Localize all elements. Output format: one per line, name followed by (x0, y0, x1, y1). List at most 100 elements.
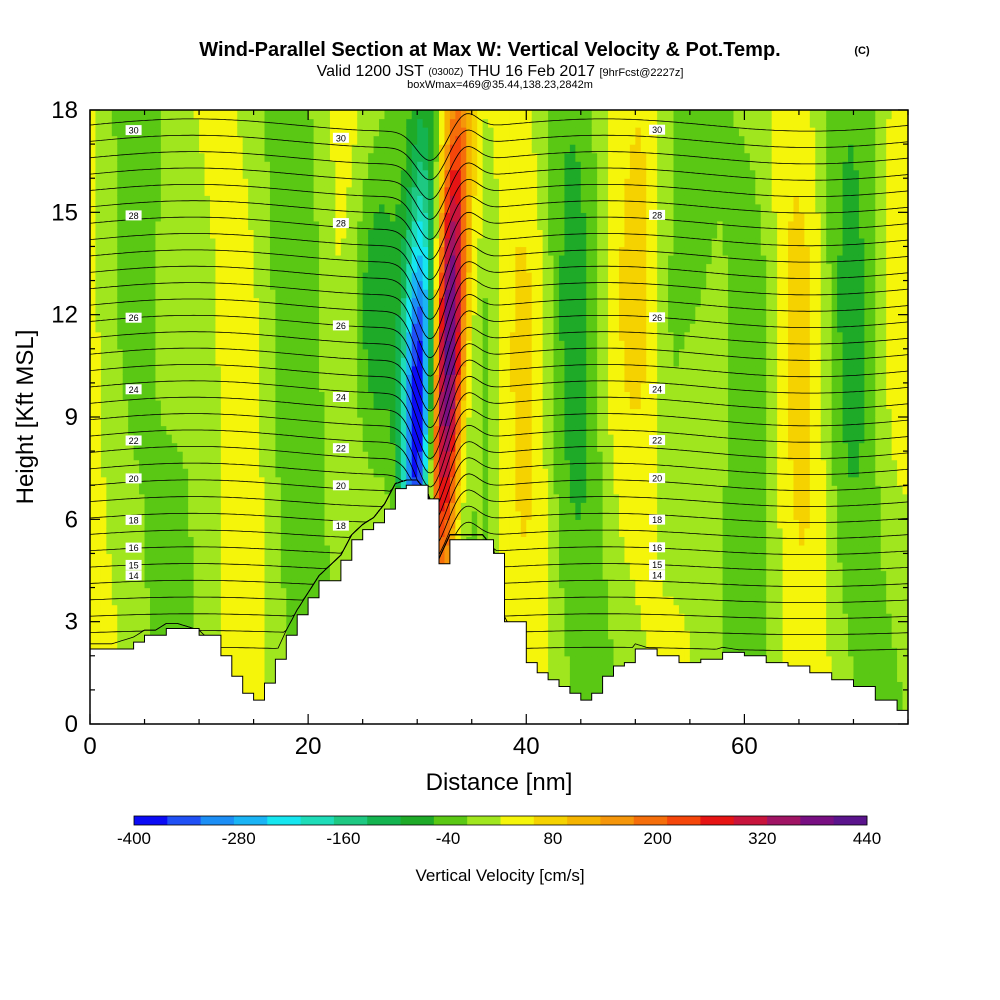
field-cell (433, 203, 440, 213)
field-cell (106, 570, 113, 580)
field-cell (329, 365, 336, 375)
field-cell (209, 220, 217, 230)
field-cell (220, 527, 227, 537)
field-cell (144, 604, 151, 614)
field-cell (400, 254, 407, 265)
field-cell (122, 306, 129, 316)
field-cell (166, 399, 173, 410)
field-cell (308, 169, 315, 179)
field-cell (406, 220, 413, 230)
field-cell (231, 127, 238, 137)
field-cell (373, 485, 380, 495)
field-cell (188, 485, 195, 495)
field-cell (128, 220, 135, 230)
field-cell (242, 110, 249, 120)
field-cell (155, 382, 162, 393)
field-cell (346, 391, 353, 401)
field-cell (291, 459, 298, 469)
field-cell (231, 374, 238, 384)
field-cell (346, 357, 353, 367)
field-cell (90, 348, 97, 358)
field-cell (422, 399, 429, 410)
field-cell (182, 203, 189, 213)
field-cell (177, 357, 184, 367)
field-cell (144, 161, 151, 171)
field-cell (90, 399, 97, 410)
field-cell (422, 178, 429, 188)
field-cell (237, 314, 244, 324)
field-cell (351, 263, 358, 273)
field-cell (259, 195, 266, 205)
field-cell (220, 306, 227, 316)
field-cell (100, 519, 107, 529)
field-cell (384, 408, 391, 418)
field-cell (160, 212, 167, 222)
field-cell (433, 110, 440, 120)
field-cell (199, 314, 206, 324)
field-cell (286, 195, 293, 205)
field-cell (117, 587, 124, 597)
field-cell (302, 434, 309, 444)
field-cell (139, 272, 146, 282)
field-cell (455, 289, 462, 299)
field-cell (95, 468, 102, 478)
field-cell (302, 289, 309, 299)
field-cell (275, 485, 282, 495)
field-cell (379, 203, 386, 213)
field-cell (340, 417, 347, 427)
field-cell (106, 237, 113, 248)
field-cell (149, 297, 157, 307)
field-cell (384, 229, 391, 239)
field-cell (389, 476, 396, 486)
field-cell (166, 195, 173, 205)
field-cell (204, 485, 211, 495)
field-cell (329, 289, 336, 299)
field-cell (406, 340, 413, 350)
field-cell (117, 519, 124, 529)
field-cell (346, 229, 353, 239)
field-cell (460, 493, 467, 503)
field-cell (329, 493, 336, 503)
field-cell (237, 135, 244, 145)
field-cell (166, 434, 173, 444)
field-cell (362, 254, 369, 265)
field-cell (422, 237, 429, 248)
field-cell (308, 408, 315, 418)
field-cell (308, 161, 315, 171)
field-cell (199, 220, 206, 230)
field-cell (111, 357, 118, 367)
field-cell (193, 434, 200, 444)
field-cell (220, 485, 227, 495)
field-cell (286, 544, 293, 555)
field-cell (106, 519, 113, 529)
field-cell (449, 348, 456, 358)
field-cell (155, 272, 162, 282)
field-cell (237, 289, 244, 299)
field-cell (411, 229, 418, 239)
field-cell (335, 186, 342, 196)
field-cell (117, 152, 124, 162)
field-cell (100, 399, 107, 410)
field-cell (199, 399, 206, 410)
field-cell (220, 604, 227, 614)
field-cell (100, 161, 107, 171)
field-cell (373, 417, 380, 427)
field-cell (346, 451, 353, 461)
field-cell (160, 331, 167, 341)
field-cell (253, 297, 260, 307)
field-cell (346, 340, 353, 350)
field-cell (133, 613, 140, 623)
field-cell (248, 561, 255, 572)
field-cell (204, 263, 211, 273)
field-cell (346, 237, 353, 248)
field-cell (308, 417, 315, 427)
field-cell (193, 186, 200, 196)
field-cell (346, 254, 353, 265)
field-cell (280, 195, 287, 205)
field-cell (291, 220, 298, 230)
field-cell (166, 604, 173, 614)
field-cell (204, 289, 211, 299)
field-cell (302, 306, 309, 316)
field-cell (264, 382, 271, 393)
field-cell (177, 587, 184, 597)
